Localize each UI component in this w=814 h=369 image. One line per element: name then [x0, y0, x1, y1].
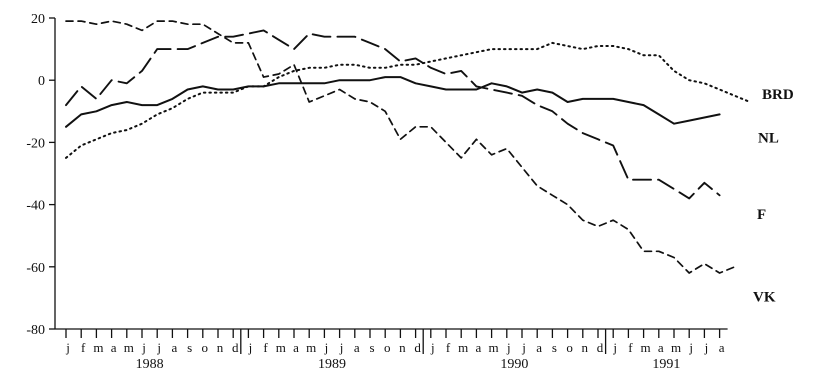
- month-label: j: [324, 340, 329, 355]
- series-line-nl: [65, 76, 721, 128]
- y-tick-label: -60: [26, 261, 45, 276]
- month-label: j: [688, 340, 693, 355]
- month-label: m: [489, 340, 499, 355]
- month-label: m: [458, 340, 468, 355]
- month-label: a: [719, 340, 725, 355]
- month-label: o: [202, 340, 209, 355]
- y-tick-label: -80: [26, 323, 45, 338]
- month-label: a: [172, 340, 178, 355]
- month-label: j: [506, 340, 511, 355]
- month-label: j: [612, 340, 617, 355]
- year-label: 1988: [136, 357, 164, 369]
- series-labels: BRD NL F VK: [753, 87, 794, 305]
- month-label: a: [476, 340, 482, 355]
- month-label: m: [93, 340, 103, 355]
- series-line-brd: [65, 41, 751, 159]
- month-label: m: [671, 340, 681, 355]
- month-label: j: [156, 340, 161, 355]
- month-label: m: [641, 340, 651, 355]
- month-label: m: [306, 340, 316, 355]
- month-label: n: [399, 340, 406, 355]
- month-label: d: [232, 340, 239, 355]
- y-tick-label: 0: [38, 74, 45, 89]
- month-label: j: [430, 340, 435, 355]
- y-tick-label: 20: [31, 12, 45, 27]
- month-label: o: [566, 340, 573, 355]
- month-label: j: [141, 340, 146, 355]
- year-label: 1989: [318, 357, 346, 369]
- series-line-vk: [65, 20, 736, 274]
- y-tick-label: -20: [26, 136, 45, 151]
- month-label: d: [597, 340, 604, 355]
- month-label: s: [369, 340, 374, 355]
- month-label: a: [658, 340, 664, 355]
- month-label: f: [263, 340, 268, 355]
- month-label: a: [111, 340, 117, 355]
- year-label: 1990: [500, 357, 528, 369]
- month-label: m: [124, 340, 134, 355]
- series-label-brd: BRD: [762, 87, 794, 103]
- series-label-nl: NL: [758, 131, 779, 147]
- y-tick-label: -40: [26, 199, 45, 214]
- month-label: m: [276, 340, 286, 355]
- month-label: j: [65, 340, 70, 355]
- year-label: 1991: [652, 357, 680, 369]
- series-lines: [65, 20, 751, 274]
- month-label: f: [628, 340, 633, 355]
- month-label: j: [704, 340, 709, 355]
- month-label: j: [248, 340, 253, 355]
- month-label: s: [552, 340, 557, 355]
- month-label: j: [521, 340, 526, 355]
- month-label: d: [414, 340, 421, 355]
- month-label: f: [81, 340, 86, 355]
- month-label: n: [582, 340, 589, 355]
- month-label: a: [354, 340, 360, 355]
- month-label: f: [446, 340, 451, 355]
- month-label: j: [339, 340, 344, 355]
- series-label-vk: VK: [753, 289, 776, 305]
- month-label: o: [384, 340, 391, 355]
- series-label-f: F: [757, 207, 766, 223]
- month-label: a: [536, 340, 542, 355]
- month-label: n: [217, 340, 224, 355]
- y-axis: 20 0 -20 -40 -60 -80: [26, 12, 56, 338]
- month-label: a: [293, 340, 299, 355]
- series-line-f: [65, 29, 721, 200]
- month-label: s: [187, 340, 192, 355]
